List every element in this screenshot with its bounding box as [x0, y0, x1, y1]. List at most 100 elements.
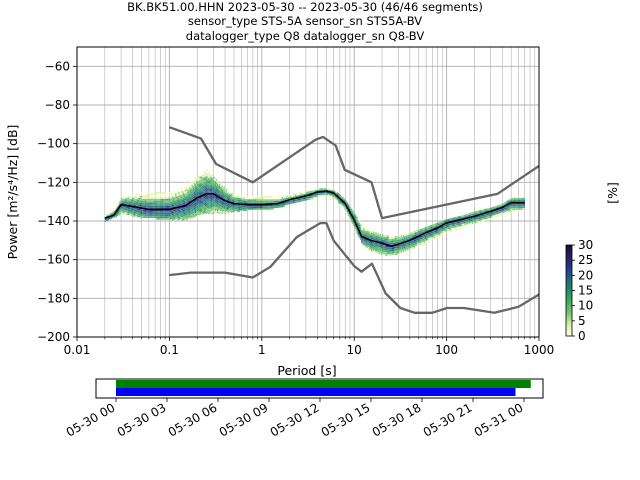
density-cell	[366, 244, 368, 247]
density-cell	[166, 204, 168, 206]
density-cell	[144, 198, 146, 201]
density-cell	[225, 199, 227, 201]
density-cell	[472, 217, 474, 219]
density-cell	[256, 201, 258, 203]
density-cell	[111, 208, 113, 210]
density-cell	[377, 233, 379, 235]
density-cell	[211, 188, 213, 190]
density-cell	[518, 199, 520, 202]
density-cell	[358, 236, 361, 239]
density-cell	[377, 245, 379, 247]
density-cell	[166, 197, 168, 199]
density-cell	[144, 216, 146, 218]
density-cell	[228, 203, 230, 206]
density-cell	[176, 193, 178, 195]
density-cell	[519, 208, 521, 210]
density-cell	[372, 236, 374, 239]
density-cell	[435, 228, 438, 230]
density-cell	[207, 185, 209, 188]
density-cell	[419, 230, 421, 233]
density-cell	[355, 216, 357, 219]
density-cell	[181, 213, 183, 216]
density-cell	[262, 201, 264, 203]
density-cell	[214, 205, 216, 208]
density-cell	[167, 195, 169, 198]
density-cell	[214, 210, 216, 213]
density-cell	[268, 204, 270, 207]
density-cell	[421, 228, 423, 230]
density-cell	[374, 244, 376, 246]
density-cell	[130, 207, 132, 210]
density-cell	[212, 191, 214, 193]
density-cell	[165, 193, 167, 196]
density-cell	[424, 239, 427, 242]
density-cell	[175, 189, 177, 192]
density-cell	[133, 215, 135, 217]
density-cell	[284, 198, 286, 200]
density-cell	[223, 190, 225, 192]
density-cell	[218, 200, 220, 202]
density-cell	[136, 205, 138, 208]
density-cell	[141, 209, 143, 212]
density-cell	[461, 215, 463, 218]
density-cell	[138, 196, 141, 198]
density-cell	[253, 195, 255, 198]
density-cell	[285, 198, 287, 200]
density-cell	[151, 212, 153, 215]
density-cell	[196, 200, 198, 202]
density-cell	[305, 192, 307, 194]
density-cell	[191, 181, 193, 184]
density-cell	[275, 204, 277, 207]
density-cell	[173, 190, 175, 193]
density-cell	[274, 197, 276, 200]
density-cell	[309, 191, 311, 193]
density-cell	[434, 225, 436, 227]
density-cell	[288, 202, 290, 205]
density-cell	[404, 239, 406, 242]
density-cell	[423, 238, 425, 240]
density-cell	[237, 208, 240, 211]
density-cell	[336, 192, 339, 194]
density-cell	[162, 207, 164, 210]
density-cell	[182, 209, 185, 212]
density-cell	[350, 215, 352, 218]
density-cell	[344, 209, 346, 212]
density-cell	[457, 226, 460, 229]
density-cell	[384, 245, 386, 247]
density-cell	[390, 240, 392, 243]
density-cell	[209, 189, 211, 192]
density-cell	[143, 192, 145, 194]
density-cell	[134, 214, 136, 217]
density-cell	[206, 189, 208, 192]
density-cell	[398, 250, 400, 252]
density-cell	[211, 205, 213, 208]
density-cell	[464, 219, 466, 222]
density-cell	[367, 240, 369, 243]
density-cell	[234, 204, 236, 207]
density-cell	[211, 174, 213, 177]
density-cell	[209, 201, 211, 204]
density-cell	[434, 230, 436, 233]
density-cell	[475, 216, 477, 218]
density-cell	[202, 176, 204, 178]
density-cell	[105, 215, 108, 218]
density-cell	[169, 217, 171, 220]
density-cell	[276, 197, 278, 200]
density-cell	[154, 212, 156, 215]
density-cell	[176, 210, 178, 213]
density-cell	[144, 205, 146, 208]
density-cell	[209, 205, 211, 207]
density-cell	[511, 208, 513, 210]
density-cell	[475, 219, 477, 222]
density-cell	[114, 215, 116, 217]
density-cell	[296, 199, 298, 201]
density-cell	[334, 196, 336, 199]
density-cell	[483, 210, 485, 213]
density-cell	[213, 209, 215, 212]
density-cell	[384, 234, 386, 237]
density-cell	[446, 225, 449, 228]
density-cell	[424, 234, 427, 236]
density-cell	[338, 193, 340, 195]
density-cell	[177, 190, 179, 193]
density-cell	[221, 196, 223, 199]
